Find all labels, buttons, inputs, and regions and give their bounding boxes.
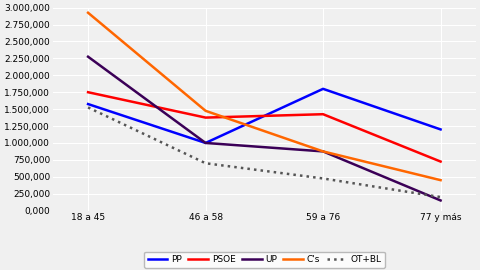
Line: PP: PP: [88, 89, 441, 143]
PP: [85, 102, 91, 106]
C's: [320, 150, 326, 153]
PP: [438, 128, 444, 131]
C's: [438, 178, 444, 182]
PSOE: [203, 116, 208, 119]
OT+BL: [438, 195, 444, 199]
OT+BL: [203, 162, 208, 165]
PSOE: [85, 91, 91, 94]
OT+BL: [320, 177, 326, 180]
Line: UP: UP: [88, 57, 441, 200]
PSOE: [438, 160, 444, 163]
C's: [203, 109, 208, 112]
Line: PSOE: PSOE: [88, 92, 441, 161]
Line: OT+BL: OT+BL: [88, 107, 441, 197]
PSOE: [320, 113, 326, 116]
PP: [203, 141, 208, 144]
OT+BL: [85, 106, 91, 109]
UP: [438, 199, 444, 202]
Legend: PP, PSOE, UP, C's, OT+BL: PP, PSOE, UP, C's, OT+BL: [144, 252, 384, 268]
PP: [320, 87, 326, 90]
UP: [85, 55, 91, 58]
C's: [85, 11, 91, 14]
UP: [320, 150, 326, 153]
Line: C's: C's: [88, 13, 441, 180]
UP: [203, 141, 208, 144]
